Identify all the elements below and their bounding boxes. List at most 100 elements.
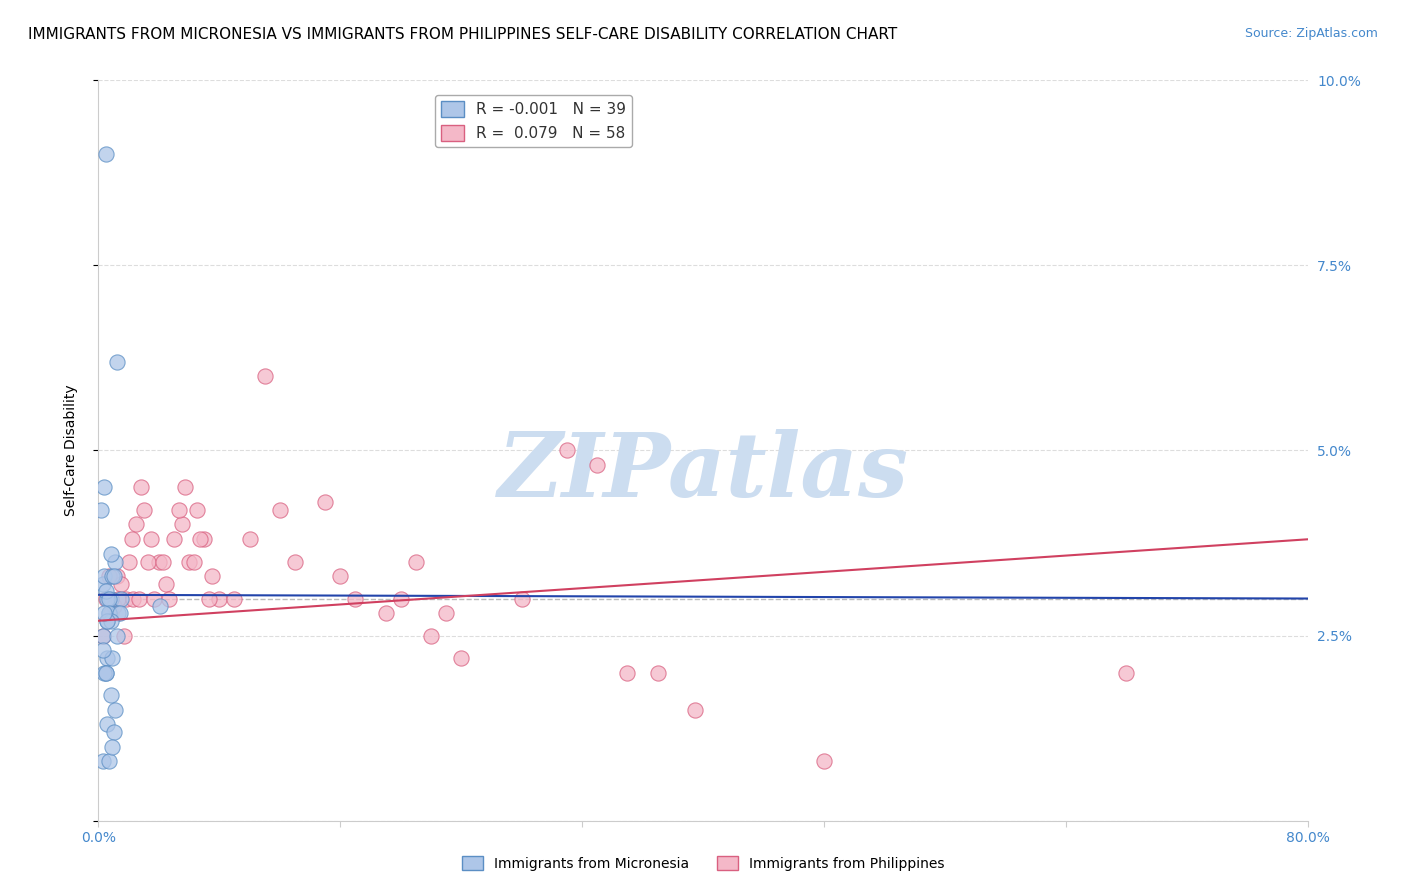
Y-axis label: Self-Care Disability: Self-Care Disability bbox=[63, 384, 77, 516]
Point bbox=[91, 628, 114, 642]
Point bbox=[96, 717, 118, 731]
Point bbox=[224, 591, 246, 606]
Point bbox=[101, 569, 124, 583]
Point bbox=[118, 554, 141, 569]
Point bbox=[208, 591, 231, 606]
Point bbox=[555, 443, 578, 458]
Point bbox=[100, 614, 122, 628]
Point bbox=[159, 591, 181, 606]
Point bbox=[253, 369, 276, 384]
Point bbox=[132, 502, 155, 516]
Text: Source: ZipAtlas.com: Source: ZipAtlas.com bbox=[1244, 27, 1378, 40]
Point bbox=[193, 533, 215, 547]
Point bbox=[122, 591, 145, 606]
Point bbox=[284, 554, 307, 569]
Point bbox=[93, 569, 115, 583]
Point bbox=[96, 614, 118, 628]
Point bbox=[105, 569, 128, 583]
Point bbox=[155, 576, 177, 591]
Point bbox=[94, 665, 117, 680]
Point bbox=[685, 703, 707, 717]
Point bbox=[239, 533, 262, 547]
Point bbox=[94, 591, 117, 606]
Point bbox=[616, 665, 638, 680]
Point bbox=[98, 755, 121, 769]
Point bbox=[96, 614, 118, 628]
Point bbox=[121, 533, 143, 547]
Point bbox=[647, 665, 669, 680]
Point bbox=[586, 458, 609, 473]
Point bbox=[100, 591, 122, 606]
Point bbox=[104, 554, 127, 569]
Point bbox=[100, 547, 122, 561]
Point bbox=[90, 502, 112, 516]
Point bbox=[91, 628, 114, 642]
Point bbox=[101, 739, 124, 754]
Point bbox=[110, 576, 132, 591]
Point bbox=[110, 591, 132, 606]
Point bbox=[329, 569, 352, 583]
Point bbox=[101, 650, 124, 665]
Point bbox=[813, 755, 835, 769]
Point bbox=[93, 665, 115, 680]
Text: IMMIGRANTS FROM MICRONESIA VS IMMIGRANTS FROM PHILIPPINES SELF-CARE DISABILITY C: IMMIGRANTS FROM MICRONESIA VS IMMIGRANTS… bbox=[28, 27, 897, 42]
Point bbox=[314, 495, 336, 509]
Point bbox=[450, 650, 472, 665]
Point bbox=[98, 591, 121, 606]
Point bbox=[149, 599, 172, 613]
Point bbox=[91, 576, 114, 591]
Point bbox=[389, 591, 412, 606]
Point bbox=[103, 599, 125, 613]
Point bbox=[141, 533, 163, 547]
Point bbox=[186, 502, 208, 516]
Point bbox=[183, 554, 205, 569]
Point bbox=[105, 628, 128, 642]
Point bbox=[112, 628, 135, 642]
Point bbox=[434, 607, 457, 621]
Point bbox=[103, 724, 125, 739]
Point bbox=[91, 755, 114, 769]
Point bbox=[128, 591, 150, 606]
Point bbox=[100, 688, 122, 702]
Point bbox=[108, 607, 131, 621]
Point bbox=[152, 554, 174, 569]
Point bbox=[179, 554, 201, 569]
Point bbox=[374, 607, 396, 621]
Point bbox=[107, 591, 129, 606]
Point bbox=[100, 607, 122, 621]
Point bbox=[103, 569, 125, 583]
Point bbox=[510, 591, 533, 606]
Point bbox=[98, 569, 121, 583]
Point bbox=[107, 607, 129, 621]
Point bbox=[105, 354, 128, 368]
Point bbox=[197, 591, 219, 606]
Point bbox=[405, 554, 427, 569]
Point bbox=[143, 591, 166, 606]
Point bbox=[1115, 665, 1137, 680]
Point bbox=[96, 591, 118, 606]
Point bbox=[125, 517, 148, 532]
Point bbox=[94, 147, 117, 161]
Point bbox=[129, 481, 152, 495]
Point bbox=[167, 502, 190, 516]
Point bbox=[98, 607, 121, 621]
Point bbox=[104, 703, 127, 717]
Point bbox=[188, 533, 211, 547]
Point bbox=[93, 481, 115, 495]
Point bbox=[94, 584, 117, 599]
Point bbox=[170, 517, 193, 532]
Legend: R = -0.001   N = 39, R =  0.079   N = 58: R = -0.001 N = 39, R = 0.079 N = 58 bbox=[434, 95, 633, 147]
Point bbox=[344, 591, 367, 606]
Point bbox=[94, 665, 117, 680]
Point bbox=[420, 628, 443, 642]
Point bbox=[91, 643, 114, 657]
Point bbox=[148, 554, 170, 569]
Point bbox=[114, 591, 136, 606]
Point bbox=[173, 481, 195, 495]
Point bbox=[269, 502, 291, 516]
Point bbox=[96, 650, 118, 665]
Point bbox=[201, 569, 224, 583]
Point bbox=[163, 533, 186, 547]
Point bbox=[98, 607, 121, 621]
Point bbox=[136, 554, 159, 569]
